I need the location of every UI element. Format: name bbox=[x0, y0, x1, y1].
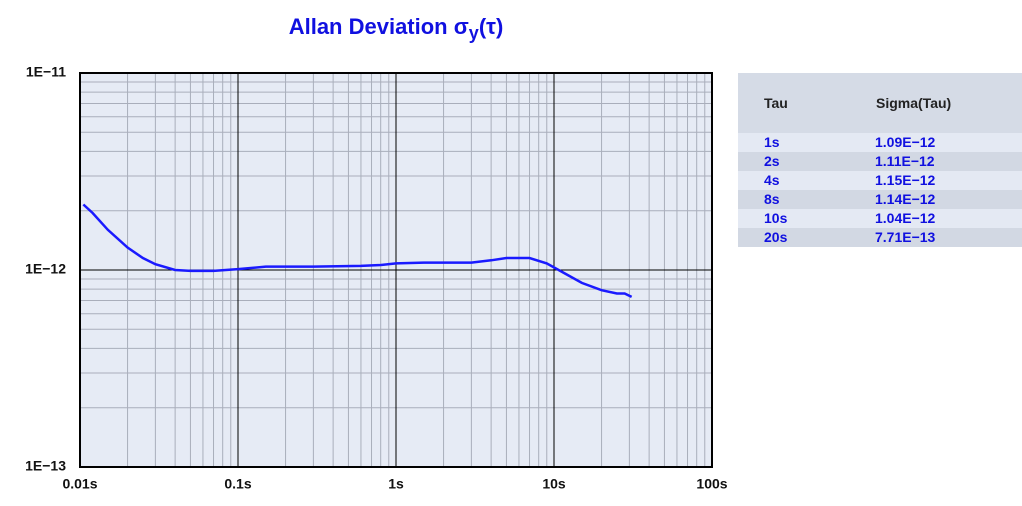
table-cell: 4s bbox=[738, 171, 875, 190]
table-cell: 1.15E−12 bbox=[875, 171, 1022, 190]
y-tick-label: 1E−13 bbox=[25, 458, 66, 474]
chart-title: Allan Deviation σy(τ) bbox=[289, 14, 504, 43]
table-cell: 7.71E−13 bbox=[875, 228, 1022, 247]
tau-table: Tau Sigma(Tau) 1s 1.09E−12 2s 1.11E−12 4s 1.15E… bbox=[738, 73, 1022, 247]
table-row: 20s 7.71E−13 bbox=[738, 228, 1022, 247]
table-cell: 10s bbox=[738, 209, 875, 228]
table-cell: 8s bbox=[738, 190, 875, 209]
title-subscript: y bbox=[469, 23, 479, 43]
table-cell: 1.11E−12 bbox=[875, 152, 1022, 171]
x-tick-label: 0.01s bbox=[62, 476, 97, 492]
table-header: Tau Sigma(Tau) bbox=[738, 73, 1022, 133]
x-tick-label: 100s bbox=[696, 476, 727, 492]
table-cell: 2s bbox=[738, 152, 875, 171]
table-body: 1s 1.09E−12 2s 1.11E−12 4s 1.15E−12 8s 1.14E−12… bbox=[738, 133, 1022, 247]
table-row: 1s 1.09E−12 bbox=[738, 133, 1022, 152]
column-header: Sigma(Tau) bbox=[875, 73, 1022, 133]
column-header: Tau bbox=[738, 73, 875, 133]
table-row: 2s 1.11E−12 bbox=[738, 152, 1022, 171]
table-cell: 1s bbox=[738, 133, 875, 152]
x-tick-label: 10s bbox=[542, 476, 566, 492]
table-cell: 1.09E−12 bbox=[875, 133, 1022, 152]
y-tick-label: 1E−11 bbox=[26, 64, 66, 80]
title-suffix: (τ) bbox=[479, 14, 503, 39]
data-line bbox=[82, 203, 633, 299]
title-main: Allan Deviation σ bbox=[289, 14, 469, 39]
chart: Allan Deviation σy(τ) 0.01s 0.1s 1s 10s 100s… bbox=[25, 14, 728, 492]
y-tick-label: 1E−12 bbox=[25, 261, 66, 277]
x-tick-label: 0.1s bbox=[224, 476, 251, 492]
plot-frame bbox=[79, 72, 713, 468]
table-row: 10s 1.04E−12 bbox=[738, 209, 1022, 228]
table-cell: 1.04E−12 bbox=[875, 209, 1022, 228]
table-row: 8s 1.14E−12 bbox=[738, 190, 1022, 209]
table-cell: 1.14E−12 bbox=[875, 190, 1022, 209]
table-cell: 20s bbox=[738, 228, 875, 247]
table-row: 4s 1.15E−12 bbox=[738, 171, 1022, 190]
x-tick-label: 1s bbox=[388, 476, 404, 492]
